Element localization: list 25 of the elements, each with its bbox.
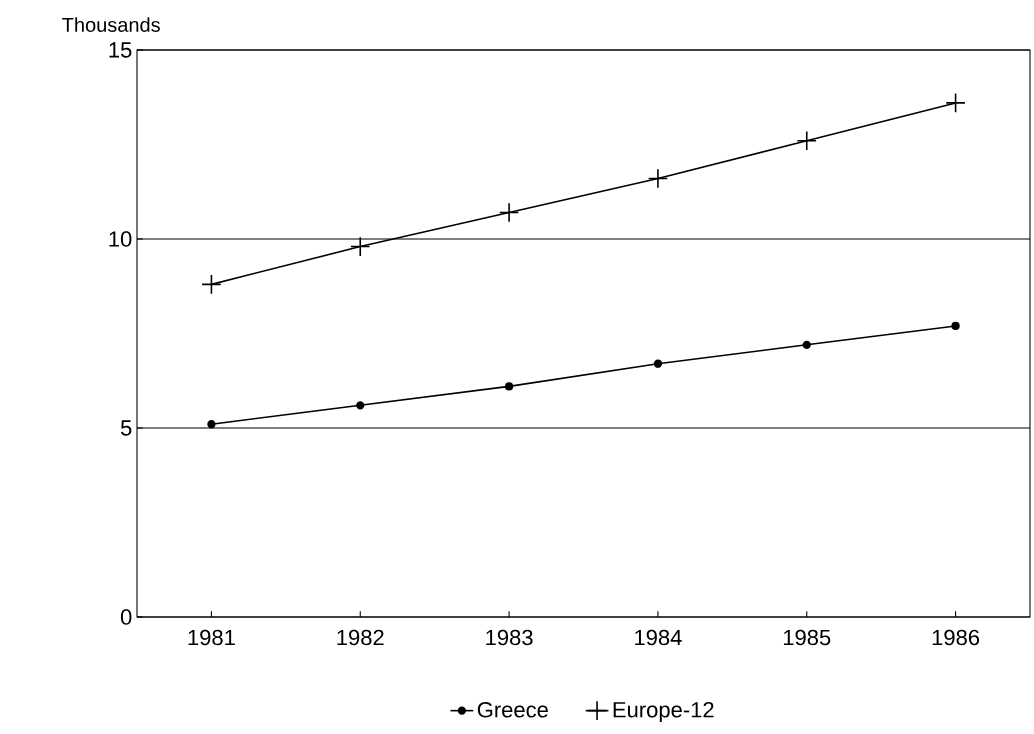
point [653, 359, 663, 368]
y-tick-label: 15 [109, 42, 132, 58]
x-tick-label: 1982 [337, 629, 384, 646]
point [796, 130, 817, 151]
point [350, 236, 371, 257]
y-tick-label: 10 [109, 231, 132, 247]
point [356, 401, 365, 410]
x-tick-label: 1983 [486, 629, 533, 646]
point [647, 168, 669, 189]
point [802, 340, 811, 349]
y-tick-label: 5 [120, 420, 132, 436]
legend-label: Europe-12 [613, 701, 714, 722]
x-tick-label: 1986 [932, 629, 980, 646]
point [945, 92, 966, 114]
x-tick-label: 1984 [635, 629, 682, 646]
y-axis-title: Thousands [62, 17, 160, 32]
point [951, 321, 960, 331]
point [201, 274, 222, 295]
x-tick-label: 1985 [783, 629, 831, 646]
legend-label: Greece [477, 701, 548, 718]
point [504, 382, 514, 391]
point [498, 202, 520, 223]
y-tick-label: 0 [120, 609, 132, 625]
x-tick-label: 1981 [188, 629, 235, 646]
point [207, 420, 216, 429]
